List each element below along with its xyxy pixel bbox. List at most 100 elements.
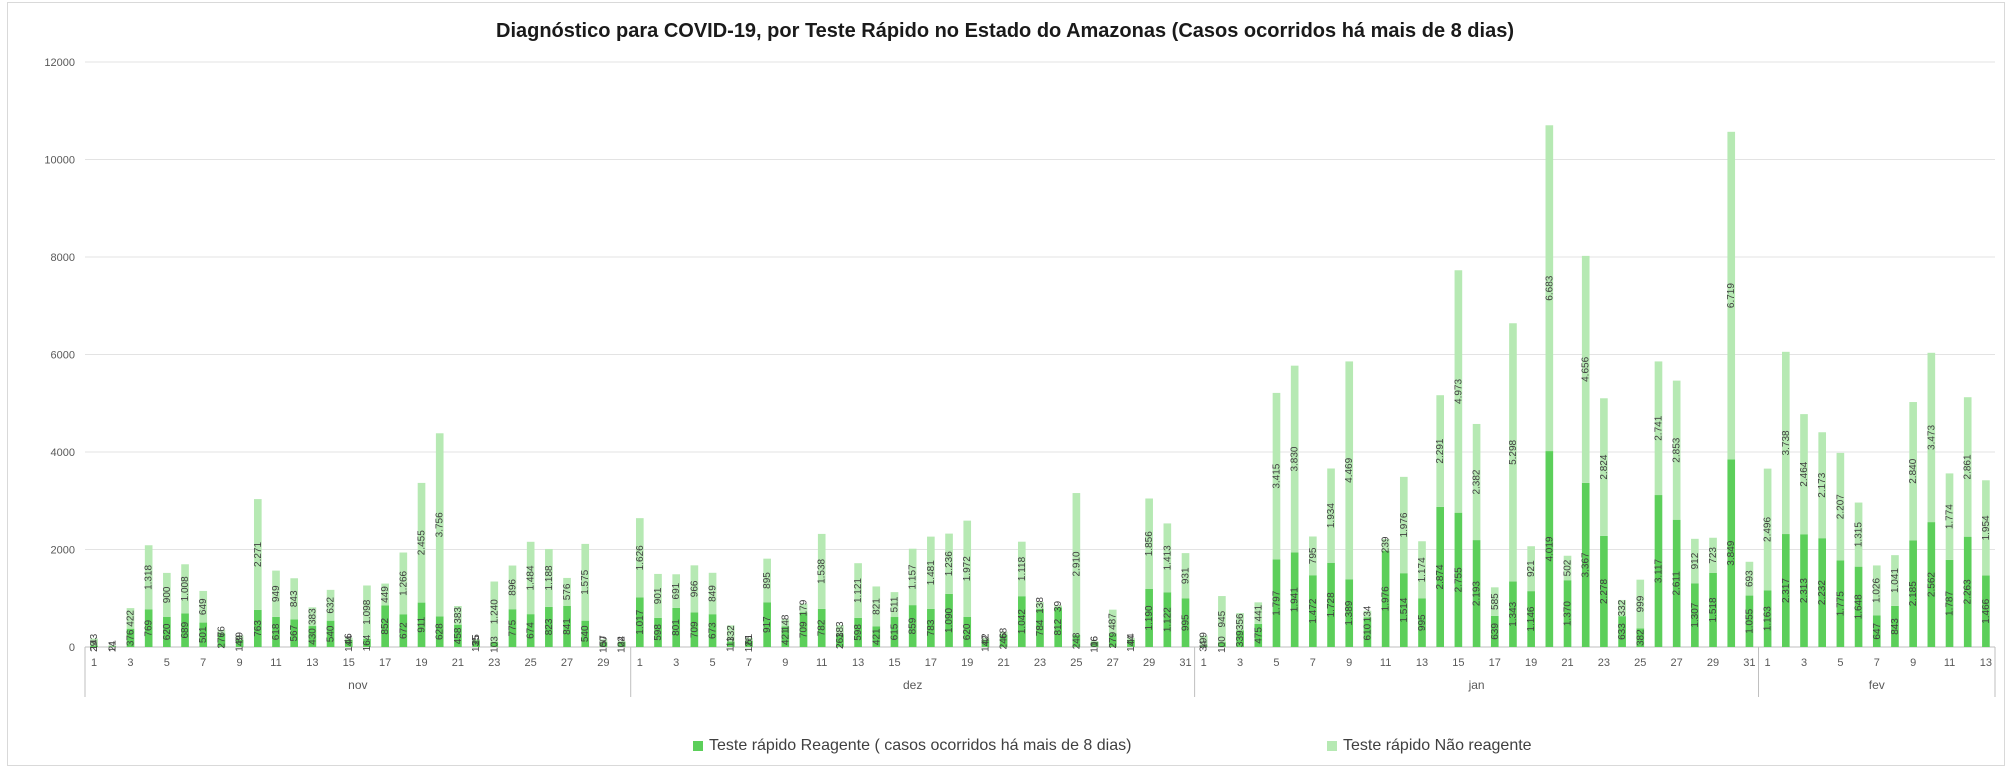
bar-nao-reagente [581,543,590,621]
bar-nao-reagente [490,581,499,642]
data-label-nao-reagente: 2.910 [1071,551,1082,576]
data-label-nao-reagente: 6.719 [1726,283,1737,308]
x-tick-label: 7 [746,657,752,669]
data-label-nao-reagente: 179 [799,599,810,616]
bar-nao-reagente [836,625,844,635]
bar-nao-reagente [635,518,644,598]
x-tick-label: 15 [888,657,900,669]
bar-reagente [1127,639,1135,647]
data-label-reagente: 598 [853,624,864,641]
bar-reagente [763,602,771,647]
data-label-nao-reagente: 921 [1526,560,1537,577]
bar-nao-reagente [908,548,917,606]
bar-reagente [1781,534,1790,647]
bar-reagente [308,626,317,647]
data-label-nao-reagente: 2.861 [1963,454,1974,479]
bar-reagente [163,616,171,647]
bar-nao-reagente [854,563,862,618]
data-label-nao-reagente: 4.469 [1344,457,1355,482]
data-label-reagente: 628 [435,623,446,640]
data-label-reagente: 382 [1635,629,1646,646]
bar-reagente [799,612,808,647]
data-label-nao-reagente: 44 [1126,633,1137,645]
bar-reagente [1290,552,1299,647]
bar-nao-reagente [563,577,571,607]
legend-swatch-reagente [693,741,703,751]
bar-nao-reagente [454,606,462,625]
data-label-reagente: 164 [362,634,373,651]
bar-reagente [272,616,280,647]
bar-nao-reagente [381,583,389,606]
bar-reagente [1818,538,1827,647]
bar-nao-reagente [1927,352,1936,523]
x-tick-label: 9 [1910,657,1916,669]
bar-nao-reagente [1836,452,1845,561]
bar-nao-reagente [927,536,935,609]
data-label-reagente: 775 [507,619,518,636]
bar-nao-reagente [1763,468,1772,591]
bar-reagente [181,613,189,647]
x-tick-label: 19 [415,657,427,669]
bar-nao-reagente [763,558,771,603]
bar-nao-reagente [945,533,953,594]
bar-nao-reagente [435,433,444,617]
data-label-nao-reagente: 2.824 [1599,454,1610,479]
bar-nao-reagente [726,625,735,642]
data-label-nao-reagente: 138 [1035,597,1046,614]
bar-reagente [199,622,208,647]
data-label-reagente: 102 [617,636,628,653]
data-label-nao-reagente: 1.174 [1417,557,1428,582]
data-label-nao-reagente: 2.173 [1817,472,1828,497]
data-label-reagente: 610 [1362,623,1373,640]
x-tick-label: 3 [673,657,679,669]
x-tick-label: 27 [561,657,573,669]
data-label-reagente: 149 [235,635,246,652]
data-label-reagente: 4.019 [1544,536,1555,561]
bar-nao-reagente [1345,361,1354,580]
bar-nao-reagente [1145,498,1153,589]
bar-reagente [381,605,389,647]
bar-reagente [526,614,535,647]
x-tick-label: 5 [710,657,716,669]
data-label-nao-reagente: 487 [1108,613,1119,630]
bar-reagente [817,608,826,647]
bar-reagente [781,626,790,647]
x-tick-label: 31 [1179,657,1191,669]
x-tick-label: 29 [1707,657,1719,669]
data-label-reagente: 100 [1217,636,1228,653]
bar-reagente [1563,580,1572,647]
data-label-nao-reagente: 585 [1490,593,1501,610]
bar-reagente [745,640,753,647]
bar-nao-reagente [1090,641,1099,642]
data-label-reagente: 639 [1490,623,1501,640]
bar-nao-reagente [617,640,626,643]
data-label-reagente: 647 [1872,622,1883,639]
bar-nao-reagente [672,574,681,608]
x-tick-label: 25 [525,657,537,669]
y-tick-label: 2000 [51,545,75,557]
x-tick-label: 3 [1801,657,1807,669]
data-label-reagente: 2.313 [1799,578,1810,603]
data-label-reagente: 1.042 [1017,609,1028,634]
chart-title: Diagnóstico para COVID-19, por Teste Ráp… [496,20,1514,42]
y-tick-label: 12000 [44,57,75,69]
bar-reagente [1691,583,1699,647]
bar-reagente [108,646,117,647]
bar-nao-reagente [1254,602,1263,624]
bar-reagente [1108,633,1117,647]
data-label-nao-reagente: 511 [889,596,900,612]
data-label-reagente: 615 [889,623,900,640]
bar-reagente [126,628,135,647]
x-tick-label: 9 [1346,657,1352,669]
bar-reagente [672,607,681,647]
bar-nao-reagente [1199,635,1208,646]
bar-reagente [890,617,899,647]
x-tick-label: 17 [1489,657,1501,669]
bar-reagente [363,639,371,647]
data-label-nao-reagente: 422 [125,610,136,627]
data-label-reagente: 1.163 [1763,606,1774,631]
bar-reagente [1800,534,1808,647]
data-label-nao-reagente: 1.188 [544,565,555,590]
bar-reagente [1145,588,1153,647]
data-label-reagente: 1.518 [1708,597,1719,622]
